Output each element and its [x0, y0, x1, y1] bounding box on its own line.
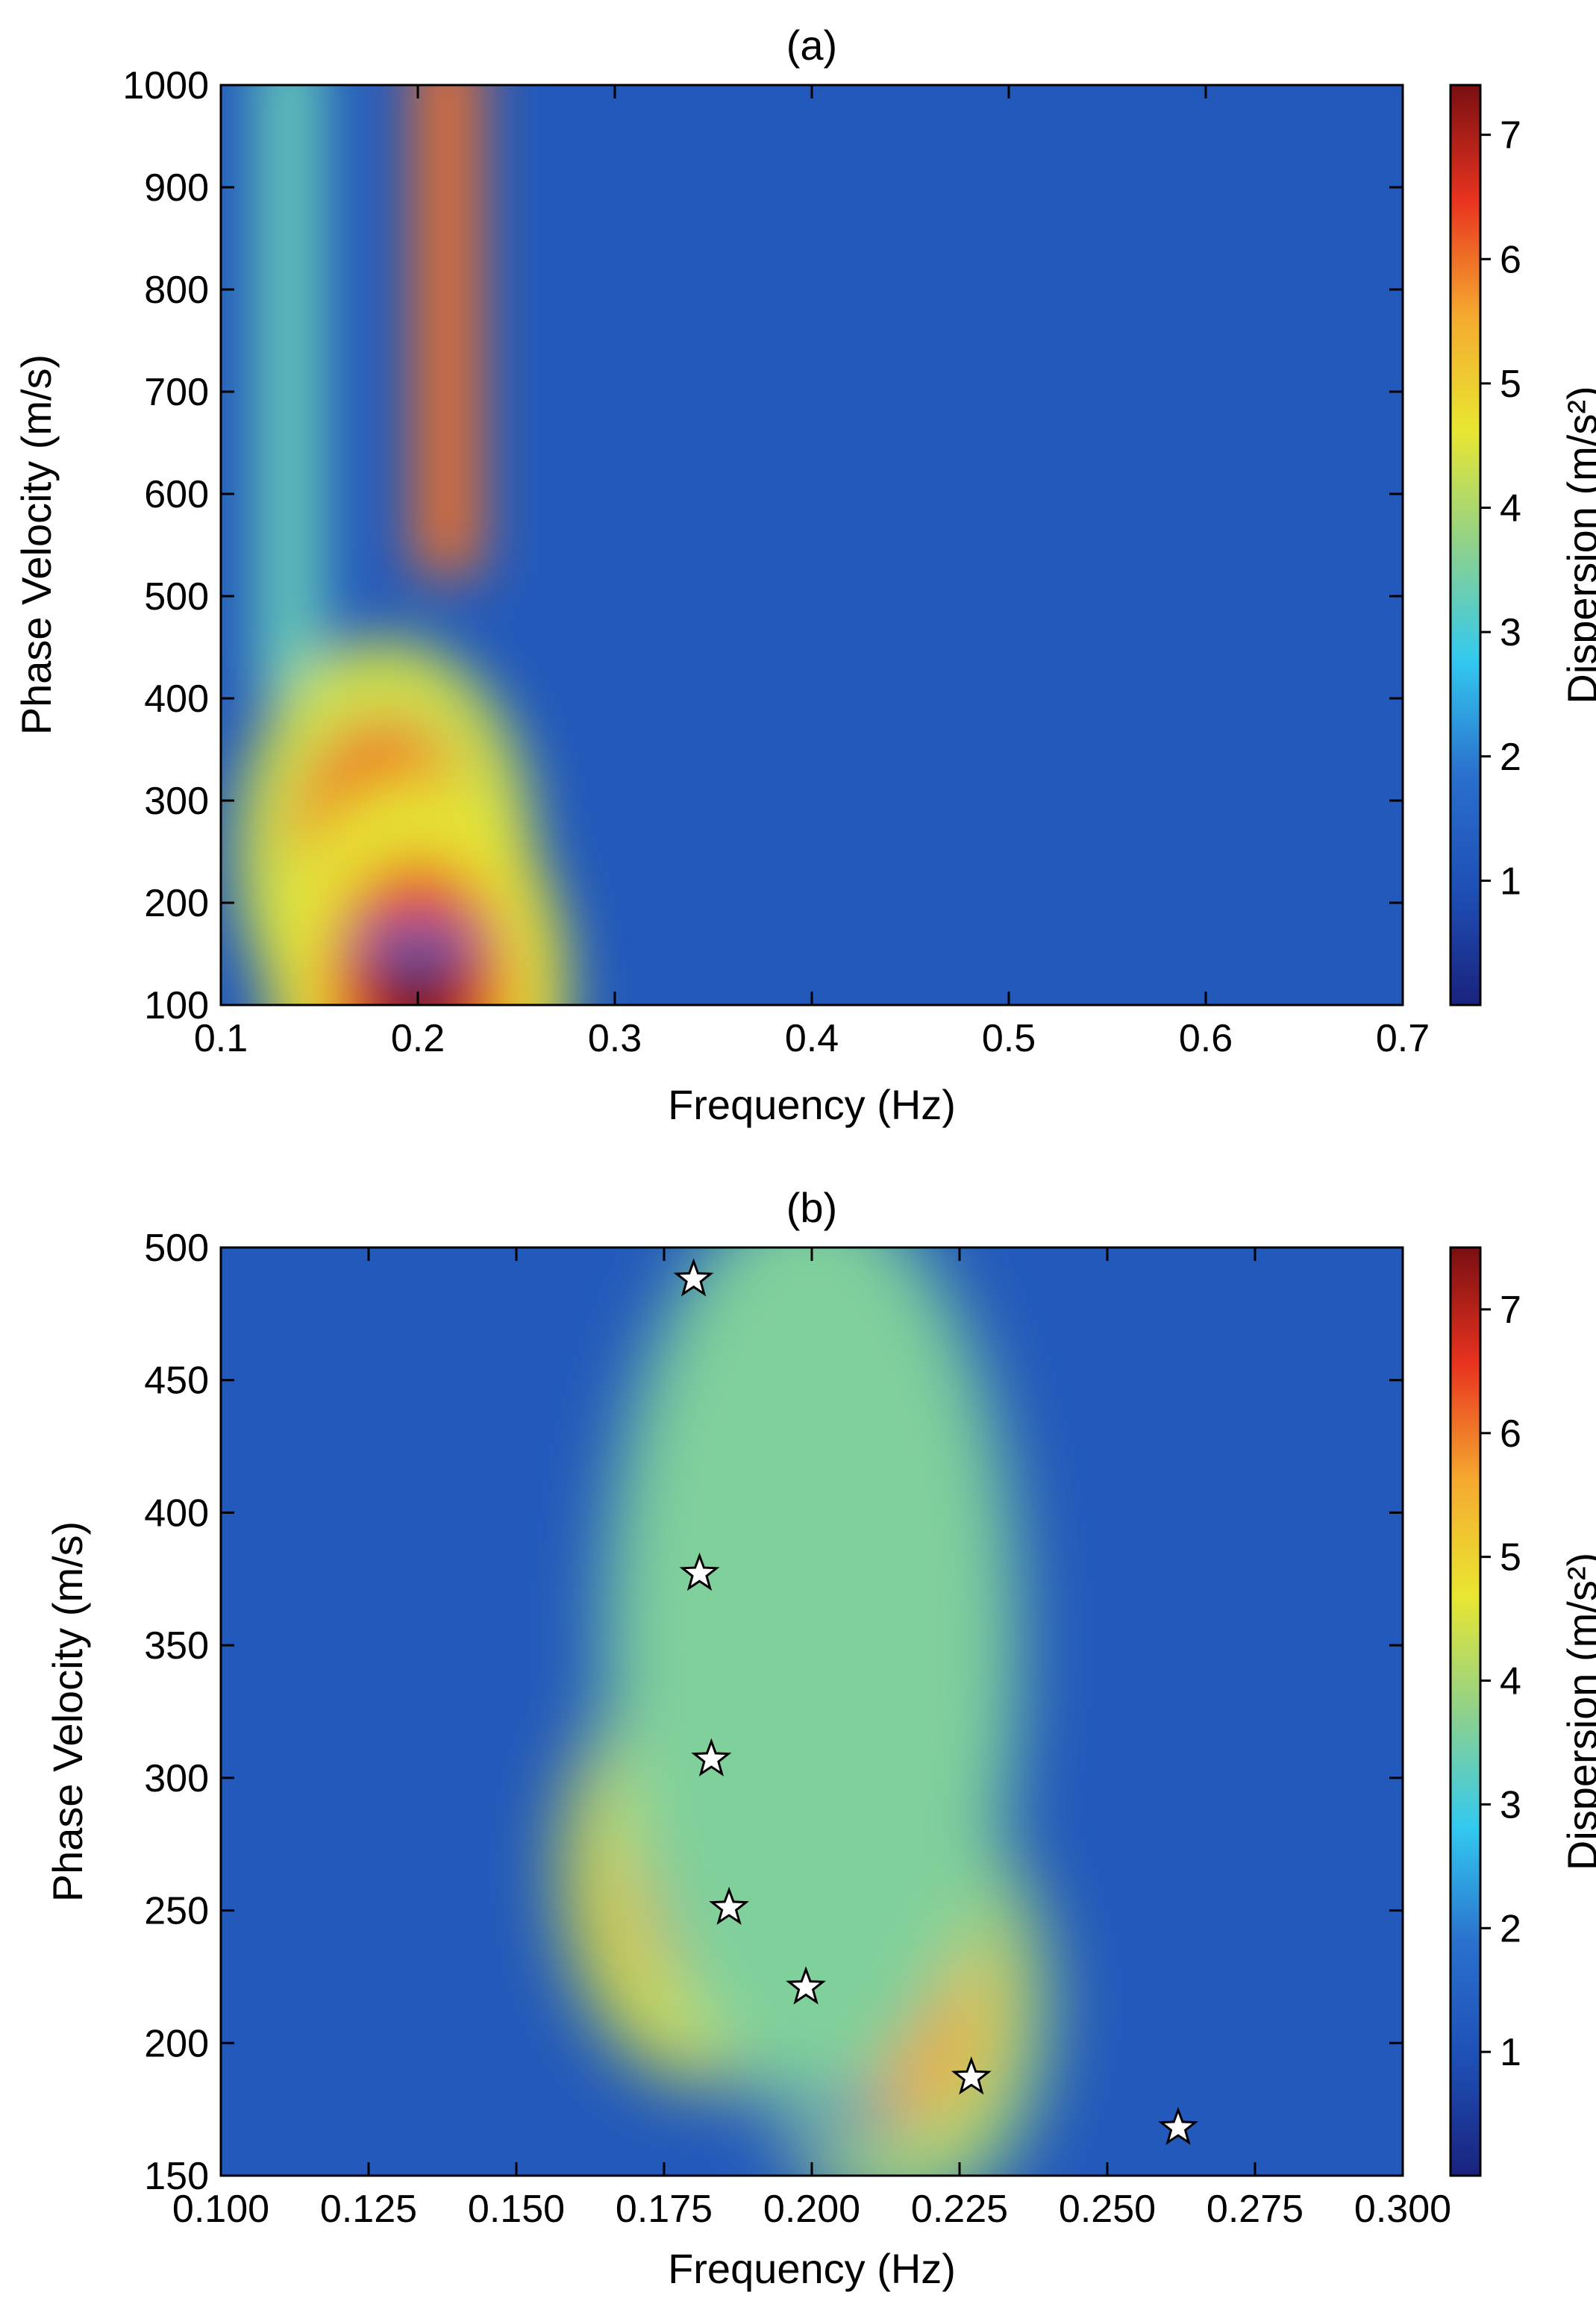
panel-b: (b) 0.100 0.125 0.150 0.175 0.200 0.225 0.250 0…: [44, 1184, 1596, 2292]
panel-b-axes: 0.100 0.125 0.150 0.175 0.200 0.225 0.250 0.275…: [144, 1227, 1451, 2231]
b-y-tick-label: 500: [144, 1227, 209, 1270]
a-y-tick-label: 900: [144, 166, 209, 210]
a-colorbar-tick-label: 2: [1500, 736, 1521, 779]
panel-a-x-axis-label: Frequency (Hz): [668, 1081, 956, 1128]
b-x-tick-label: 0.125: [320, 2188, 417, 2231]
b-star-marker-1: [673, 1258, 714, 1297]
a-colorbar-tick-label: 4: [1500, 487, 1521, 530]
panel-a-axes: 0.1 0.2 0.3 0.4 0.5 0.6 0.7 100 200 300 400 500 600 7…: [122, 64, 1430, 1060]
b-y-tick-label: 400: [144, 1491, 209, 1535]
b-star-marker-6: [951, 2056, 992, 2095]
a-colorbar-tick-label: 1: [1500, 860, 1521, 903]
b-star-marker-7: [1158, 2106, 1199, 2145]
a-x-tick-label: 0.6: [1179, 1017, 1233, 1060]
b-x-tick-label: 0.225: [911, 2188, 1008, 2231]
b-y-tick-label: 250: [144, 1890, 209, 1933]
b-star-marker-3: [691, 1738, 732, 1776]
panel-b-colorbar: 1 2 3 4 5 6 7 Dispersion (m/s²): [1449, 1246, 1596, 2177]
b-colorbar-tick-label: 5: [1500, 1536, 1521, 1580]
b-x-tick-label: 0.250: [1059, 2188, 1156, 2231]
a-x-tick-label: 0.1: [194, 1017, 248, 1060]
panel-a-heatmap: [235, 85, 567, 1005]
panel-b-title: (b): [786, 1184, 837, 1231]
b-heat-feature-3: [604, 1247, 1019, 2103]
b-star-marker-5: [786, 1966, 827, 2005]
b-y-tick-label: 350: [144, 1624, 209, 1668]
b-star-marker-4: [709, 1886, 750, 1925]
b-star-marker-2: [679, 1552, 720, 1591]
b-x-tick-label: 0.100: [172, 2188, 269, 2231]
a-x-tick-label: 0.3: [588, 1017, 642, 1060]
a-colorbar-label: Dispersion (m/s²): [1559, 386, 1596, 704]
b-x-tick-label: 0.200: [763, 2188, 860, 2231]
b-colorbar-tick-label: 7: [1500, 1289, 1521, 1332]
a-y-tick-label: 400: [144, 677, 209, 721]
b-x-tick-label: 0.175: [616, 2188, 713, 2231]
a-colorbar-bar: [1449, 84, 1482, 1007]
a-heat-feature-1: [257, 85, 322, 698]
b-x-tick-label: 0.150: [468, 2188, 565, 2231]
a-heat-feature-2: [415, 85, 481, 576]
a-colorbar-tick-label: 5: [1500, 363, 1521, 406]
panel-a-title: (a): [786, 22, 837, 69]
b-colorbar-tick-label: 6: [1500, 1412, 1521, 1456]
b-colorbar-label: Dispersion (m/s²): [1559, 1553, 1596, 1870]
panel-a: (a) 0.1 0.2 0.3 0.4 0.5 0.6 0.7 100 200 300 400 500…: [13, 22, 1596, 1128]
panel-b-y-axis-label: Phase Velocity (m/s): [44, 1521, 91, 1902]
a-x-tick-label: 0.2: [391, 1017, 445, 1060]
a-heat-feature-5: [346, 925, 489, 962]
a-y-tick-label: 800: [144, 269, 209, 312]
b-colorbar-tick-label: 1: [1500, 2031, 1521, 2074]
a-x-tick-label: 0.5: [982, 1017, 1036, 1060]
b-y-tick-label: 150: [144, 2155, 209, 2198]
b-heat-feature-4: [770, 2098, 913, 2136]
a-y-tick-label: 100: [144, 984, 209, 1027]
a-y-tick-label: 300: [144, 780, 209, 823]
b-x-tick-label: 0.275: [1207, 2188, 1304, 2231]
b-colorbar-tick-label: 3: [1500, 1783, 1521, 1826]
b-colorbar-tick-label: 2: [1500, 1907, 1521, 1950]
a-colorbar-tick-label: 3: [1500, 611, 1521, 654]
a-y-tick-label: 600: [144, 473, 209, 516]
a-y-tick-label: 700: [144, 371, 209, 414]
b-y-tick-label: 450: [144, 1359, 209, 1403]
b-x-tick-label: 0.300: [1354, 2188, 1451, 2231]
panel-a-y-axis-label: Phase Velocity (m/s): [13, 354, 60, 735]
a-y-tick-label: 200: [144, 882, 209, 925]
b-colorbar-tick-label: 4: [1500, 1660, 1521, 1703]
b-colorbar-bar: [1449, 1246, 1482, 2177]
b-y-tick-label: 300: [144, 1757, 209, 1800]
a-x-tick-label: 0.4: [785, 1017, 839, 1060]
panel-b-x-axis-label: Frequency (Hz): [668, 2245, 956, 2292]
panel-b-markers: [673, 1258, 1199, 2145]
a-y-tick-label: 500: [144, 575, 209, 619]
panel-a-colorbar: 1 2 3 4 5 6 7 Dispersion (m/s²): [1449, 84, 1596, 1007]
b-y-tick-label: 200: [144, 2022, 209, 2065]
a-y-tick-label: 1000: [122, 64, 209, 107]
a-x-tick-label: 0.7: [1376, 1017, 1430, 1060]
a-colorbar-tick-label: 6: [1500, 238, 1521, 281]
a-colorbar-tick-label: 7: [1500, 114, 1521, 157]
